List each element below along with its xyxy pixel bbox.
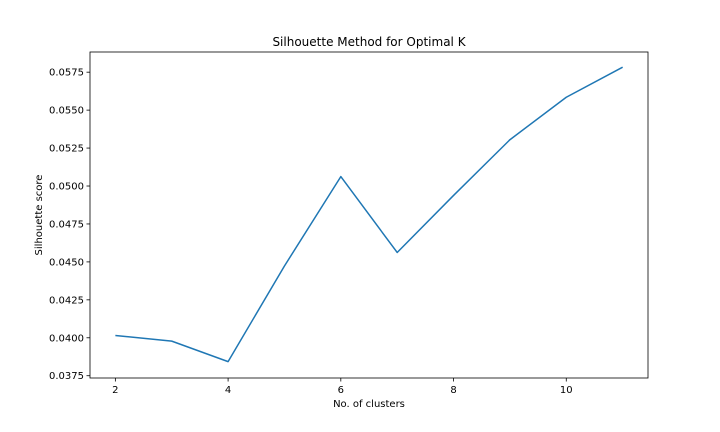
- y-tick-label: 0.0475: [49, 219, 84, 230]
- x-tick-label: 10: [560, 385, 573, 396]
- plot-frame: [89, 51, 649, 379]
- y-tick-label: 0.0500: [49, 182, 84, 193]
- chart-title: Silhouette Method for Optimal K: [272, 35, 466, 49]
- x-tick-label: 8: [450, 385, 456, 396]
- x-tick-label: 4: [225, 385, 231, 396]
- y-tick-label: 0.0425: [49, 295, 84, 306]
- x-tick-label: 2: [112, 385, 118, 396]
- x-tick-label: 6: [338, 385, 344, 396]
- series-line-0: [115, 66, 623, 363]
- y-tick-label: 0.0400: [49, 333, 84, 344]
- y-tick-label: 0.0525: [49, 144, 84, 155]
- y-tick-label: 0.0450: [49, 257, 84, 268]
- y-axis-label: Silhouette score: [34, 175, 45, 256]
- y-tick-label: 0.0375: [49, 371, 84, 382]
- x-axis-label: No. of clusters: [333, 399, 405, 410]
- y-tick-label: 0.0575: [49, 68, 84, 79]
- y-tick-label: 0.0550: [49, 106, 84, 117]
- plot-area: 2 4 6 8 10 0.0375 0.0400 0.0425 0.0450 0.0475 0.05…: [49, 51, 649, 396]
